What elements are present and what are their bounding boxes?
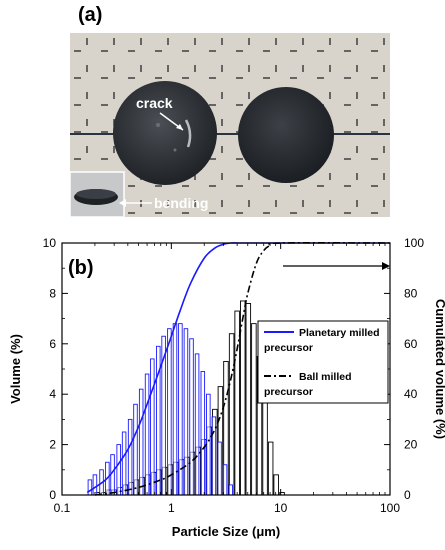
y2-tick-label: 40 — [404, 387, 418, 401]
y2-tick-label: 20 — [404, 438, 418, 452]
cracked-pellet — [113, 81, 217, 185]
ball-histogram-bar — [267, 441, 274, 496]
planetary-histogram-bar — [194, 353, 200, 496]
y2-axis-label: Cumulated volume (%) — [433, 299, 445, 439]
crack-label: crack — [136, 95, 173, 111]
intact-pellet — [238, 87, 334, 183]
legend-ball-line1: Ball milled — [299, 371, 352, 383]
planetary-histogram-bar — [228, 484, 233, 496]
panel-b-label: (b) — [68, 257, 94, 279]
planetary-histogram-bar — [172, 323, 178, 496]
bending-label: bending — [154, 195, 208, 211]
ball-histogram-bar — [228, 333, 235, 496]
ball-histogram-bar — [273, 474, 279, 496]
crack-line — [184, 119, 192, 148]
planetary-histogram-bar — [150, 358, 155, 496]
planetary-histogram-bar — [211, 416, 217, 496]
x-tick-label: 1 — [168, 501, 175, 515]
y-tick-label: 2 — [49, 438, 56, 452]
legend-ball-line2: precursor — [264, 386, 313, 398]
y2-tick-label: 100 — [404, 236, 424, 250]
y2-tick-label: 0 — [404, 488, 411, 502]
ball-histogram-bar — [234, 310, 240, 496]
y2-tick-label: 80 — [404, 286, 418, 300]
planetary-histogram-bar — [116, 444, 121, 496]
ball-histogram-bar — [251, 323, 257, 496]
y-tick-label: 10 — [43, 236, 57, 250]
planetary-histogram-bar — [110, 454, 115, 496]
planetary-histogram-bar — [167, 328, 172, 496]
panel-a-photo: crack bending — [69, 33, 390, 218]
planetary-histogram-bar — [121, 431, 127, 496]
y-axis-label: Volume (%) — [8, 334, 23, 404]
planetary-histogram-bar — [138, 388, 144, 496]
legend: Planetary milled precursor Ball milled p… — [257, 320, 389, 404]
y-tick-label: 4 — [49, 387, 56, 401]
planetary-histogram-bar — [206, 393, 211, 496]
y2-tick-label: 60 — [404, 337, 418, 351]
planetary-histogram-bar — [92, 474, 98, 496]
x-tick-label: 10 — [274, 501, 288, 515]
bending-inset — [69, 171, 125, 218]
planetary-histogram-bar — [87, 479, 93, 496]
planetary-histogram-bar — [133, 403, 138, 496]
legend-planetary-line1: Planetary milled — [299, 327, 380, 339]
planetary-histogram-bar — [144, 373, 150, 496]
ball-histogram-bar — [262, 398, 268, 496]
legend-planetary-line2: precursor — [264, 342, 313, 354]
planetary-histogram-bar — [222, 464, 228, 496]
y-tick-label: 6 — [49, 337, 56, 351]
planetary-histogram-bar — [217, 441, 222, 496]
x-tick-label: 100 — [380, 501, 400, 515]
y-tick-label: 8 — [49, 286, 56, 300]
panel-a-label: (a) — [78, 4, 103, 26]
planetary-histogram-bar — [200, 371, 206, 496]
planetary-histogram-bar — [183, 328, 189, 496]
planetary-histogram-bar — [127, 418, 133, 496]
x-axis-label: Particle Size (μm) — [172, 524, 280, 539]
ball-cumulative-line — [94, 242, 391, 496]
x-tick-label: 0.1 — [54, 501, 71, 515]
ball-histogram-bar — [245, 303, 252, 496]
planetary-histogram-bar — [189, 338, 194, 496]
y-tick-label: 0 — [49, 488, 56, 502]
